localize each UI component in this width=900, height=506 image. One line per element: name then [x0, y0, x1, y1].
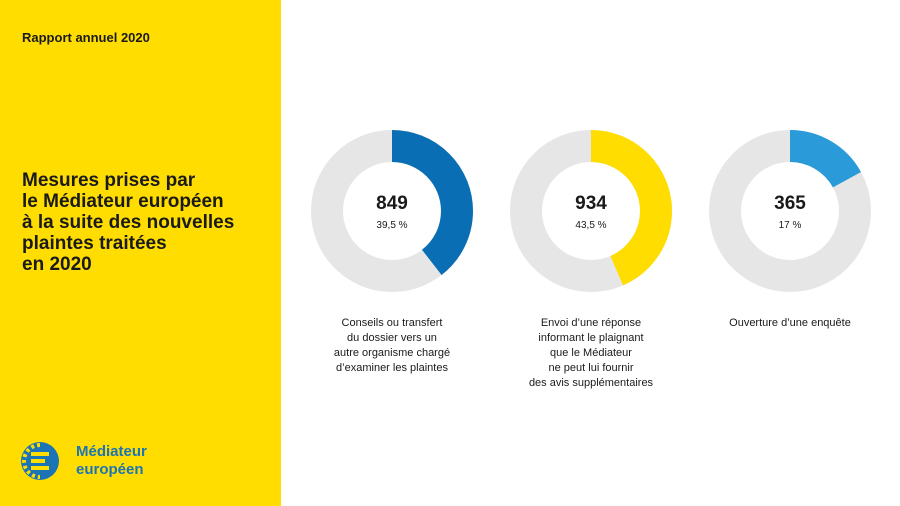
caption-line: autre organisme chargé: [333, 347, 451, 359]
caption-line: ne peut lui fournir: [548, 362, 634, 374]
page-title: Mesures prises par le Médiateur européen…: [22, 170, 272, 275]
donut-count-label: 849: [376, 193, 408, 214]
caption-line: des avis supplémentaires: [528, 377, 654, 389]
caption-line: Envoi d’une réponse: [540, 317, 642, 329]
sidebar-panel: Rapport annuel 2020 Mesures prises par l…: [0, 0, 281, 506]
donut-segment: [311, 130, 473, 292]
donut-caption: Conseils ou transfert du dossier vers un a…: [282, 316, 502, 376]
logo-line: Médiateur: [76, 443, 147, 460]
donut-percent-label: 39,5 %: [376, 220, 408, 231]
donut-segment: [510, 130, 672, 292]
title-line: en 2020: [22, 254, 92, 275]
caption-line: d’examiner les plaintes: [336, 362, 448, 374]
donut-count-label: 934: [575, 193, 607, 214]
donut-segment: [709, 130, 871, 292]
caption-line: Conseils ou transfert: [341, 317, 443, 329]
title-line: le Médiateur européen: [22, 191, 224, 212]
caption-line: du dossier vers un: [347, 332, 437, 344]
mediateur-logo-icon: [21, 442, 59, 480]
donut-caption: Ouverture d’une enquête: [680, 316, 900, 331]
title-line: Mesures prises par: [22, 170, 196, 191]
title-line: à la suite des nouvelles: [22, 212, 235, 233]
donut-count-label: 365: [774, 193, 806, 214]
title-line: plaintes traitées: [22, 233, 167, 254]
logo-wordmark: Médiateur européen: [76, 443, 147, 479]
donut-caption: Envoi d’une réponse informant le plaignan…: [481, 316, 701, 391]
logo-line: européen: [76, 461, 144, 478]
report-label: Rapport annuel 2020: [22, 30, 150, 45]
caption-line: informant le plaignant: [538, 332, 644, 344]
donut-percent-label: 17 %: [778, 220, 802, 231]
donut-ring: [709, 130, 871, 292]
donut-ring: [311, 130, 473, 292]
donut-ring: [510, 130, 672, 292]
caption-line: Ouverture d’une enquête: [729, 317, 851, 329]
caption-line: que le Médiateur: [550, 347, 632, 359]
donut-percent-label: 43,5 %: [575, 220, 607, 231]
